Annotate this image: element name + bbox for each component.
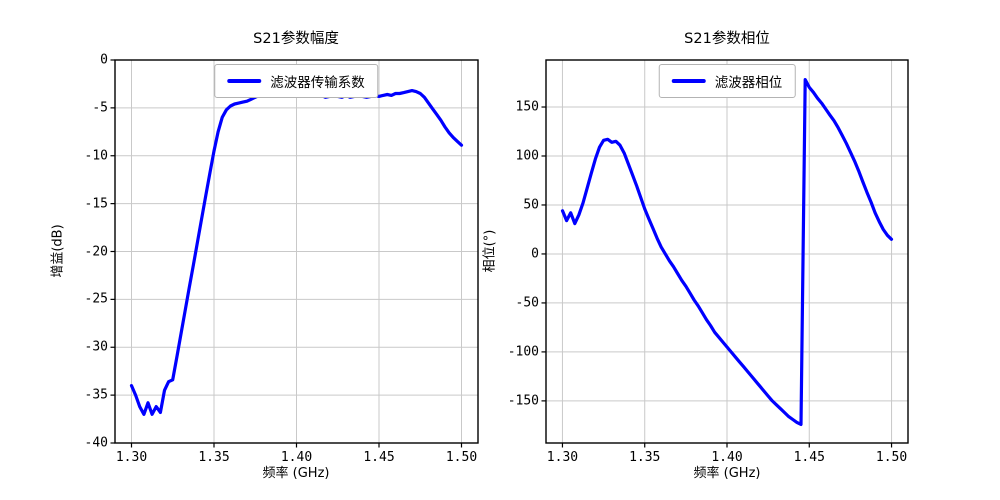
magnitude-chart-title: S21参数幅度 [253,31,339,47]
phase-x-tick-label: 1.35 [629,450,661,465]
phase-y-tick-label: 100 [515,148,539,164]
phase-x-tick-label: 1.30 [546,450,579,465]
phase-axes-frame [545,59,909,444]
phase-y-tick-label: -50 [515,295,539,311]
phase-x-axis-label: 频率 (GHz) [693,466,761,481]
magnitude-axes-frame [114,59,479,444]
phase-y-tick-label: 150 [515,99,539,115]
magnitude-x-tick-label: 1.50 [445,450,478,465]
magnitude-x-tick-label: 1.35 [198,450,230,465]
magnitude-y-tick-label: -30 [84,339,108,355]
phase-legend: 滤波器相位 [658,64,796,98]
phase-x-tick-label: 1.40 [711,450,743,465]
phase-x-tick-label: 1.45 [793,450,825,465]
magnitude-y-tick-label: 0 [100,52,108,68]
phase-y-tick-label: -150 [507,393,539,409]
phase-y-tick-label: 50 [523,197,539,213]
magnitude-legend-label: 滤波器传输系数 [270,75,365,91]
magnitude-y-tick-label: -10 [84,148,108,164]
magnitude-x-tick-label: 1.30 [115,450,148,465]
magnitude-x-tick-label: 1.40 [280,450,313,465]
phase-y-tick-label: 0 [531,246,539,262]
phase-series-line [560,77,894,426]
phase-legend-label: 滤波器相位 [714,75,783,91]
phase-x-tick-label: 1.50 [875,450,908,465]
magnitude-x-tick-label: 1.45 [363,450,395,465]
magnitude-y-tick-label: -35 [84,387,108,403]
magnitude-y-tick-label: -20 [84,244,108,259]
phase-chart-title: S21参数相位 [684,31,770,47]
legend-line-swatch [671,79,706,83]
magnitude-y-tick-label: -25 [84,291,108,307]
magnitude-legend: 滤波器传输系数 [214,64,378,98]
magnitude-y-tick-label: -40 [84,435,108,451]
legend-line-swatch [227,79,262,83]
magnitude-y-tick-label: -15 [84,196,108,212]
magnitude-y-tick-label: -5 [92,100,108,116]
phase-y-tick-label: -100 [507,344,539,360]
magnitude-x-axis-label: 频率 (GHz) [262,466,330,481]
